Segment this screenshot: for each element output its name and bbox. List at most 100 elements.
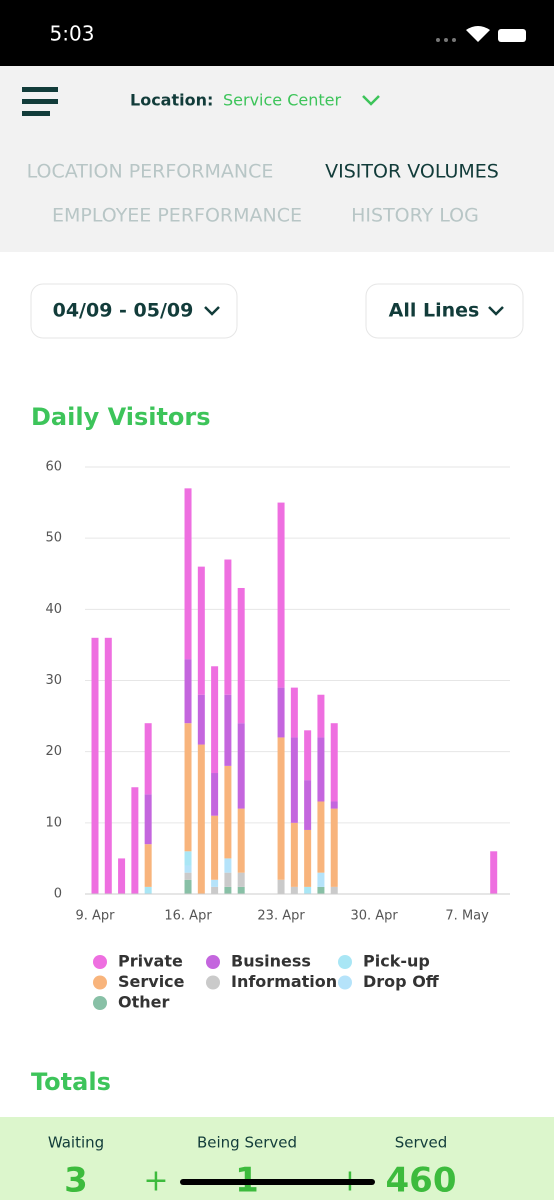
menu-button[interactable]	[22, 87, 58, 116]
bar-segment	[290, 822, 298, 887]
date-filter-text[interactable]: 04/09 - 05/09	[53, 300, 194, 322]
total-value: 3	[64, 1161, 88, 1201]
status-bar	[0, 0, 554, 66]
x-tick-label: 23. Apr	[257, 909, 305, 924]
bar-segment	[184, 488, 192, 660]
bar-segment	[330, 808, 338, 887]
location-value[interactable]: Service Center	[223, 91, 341, 110]
total-value: 460	[386, 1161, 457, 1201]
bar-segment	[144, 723, 152, 795]
tab[interactable]: LOCATION PERFORMANCE	[27, 161, 274, 183]
bar-segment	[304, 780, 312, 830]
bar-segment	[197, 694, 205, 745]
bar-segment	[330, 723, 338, 802]
bar-segment	[317, 886, 325, 894]
y-tick-label: 20	[45, 744, 62, 759]
tab[interactable]: HISTORY LOG	[351, 205, 479, 227]
bar-segment	[224, 694, 232, 766]
bar-segment	[317, 801, 325, 873]
date-filter[interactable]	[30, 283, 238, 339]
legend-swatch	[206, 975, 220, 990]
bar-segment	[304, 730, 312, 781]
legend-label: Drop Off	[363, 972, 440, 991]
totals-bar	[0, 1117, 554, 1200]
bar-segment	[118, 858, 126, 894]
bar-segment	[317, 694, 325, 738]
legend-swatch	[93, 975, 107, 990]
lines-filter-text[interactable]: All Lines	[389, 300, 480, 322]
x-tick-label: 7. May	[445, 909, 489, 924]
bar-segment	[197, 744, 205, 894]
total-label: Being Served	[197, 1134, 297, 1152]
bar-segment	[237, 886, 245, 894]
total-label: Waiting	[48, 1134, 104, 1152]
bar-segment	[184, 659, 192, 724]
bar-segment	[224, 886, 232, 894]
home-indicator	[180, 1179, 375, 1185]
bar-segment	[197, 566, 205, 695]
x-tick-label: 16. Apr	[164, 909, 212, 924]
clock: 5:03	[50, 22, 95, 46]
y-tick-label: 0	[54, 887, 62, 902]
bar-segment	[237, 723, 245, 809]
bar-segment	[104, 637, 112, 894]
legend-label: Service	[118, 972, 185, 991]
plus: +	[143, 1164, 168, 1199]
bar-segment	[224, 765, 232, 859]
y-tick-label: 50	[45, 531, 62, 546]
legend-label: Other	[118, 993, 169, 1012]
bar-segment	[144, 886, 152, 894]
bar-segment	[330, 801, 338, 809]
bar-segment	[144, 794, 152, 845]
x-tick-label: 30. Apr	[350, 909, 398, 924]
location-chevron[interactable]	[362, 95, 380, 106]
y-tick-label: 40	[45, 602, 62, 617]
chevron[interactable]	[488, 306, 504, 316]
bar-segment	[330, 886, 338, 894]
location-label: Location:	[130, 91, 213, 110]
bar-segment	[131, 787, 139, 894]
bar-segment	[224, 858, 232, 873]
chart-title: Daily Visitors	[31, 403, 211, 431]
bar-segment	[224, 559, 232, 695]
status-icons	[436, 26, 526, 42]
legend-swatch	[338, 955, 352, 969]
legend-swatch	[93, 996, 107, 1010]
tab[interactable]: EMPLOYEE PERFORMANCE	[52, 205, 302, 227]
legend-label: Pick-up	[363, 952, 430, 971]
legend-label: Private	[118, 952, 183, 971]
bar-segment	[237, 587, 245, 724]
bar-segment	[184, 723, 192, 852]
total-label: Served	[395, 1134, 448, 1152]
bar-segment	[237, 808, 245, 873]
bar-segment	[184, 851, 192, 866]
tab-active[interactable]: VISITOR VOLUMES	[325, 161, 499, 183]
legend-label: Information	[231, 972, 337, 991]
bar-segment	[211, 773, 219, 816]
chevron[interactable]	[204, 306, 220, 316]
legend-swatch	[93, 955, 107, 969]
bar-segment	[277, 737, 285, 880]
bar-segment	[224, 872, 232, 887]
bar-segment	[211, 879, 219, 887]
y-tick-label: 60	[45, 460, 62, 475]
bar-segment	[290, 737, 298, 823]
bar-segment	[211, 815, 219, 880]
y-tick-label: 30	[45, 673, 62, 688]
bar-segment	[277, 879, 285, 894]
bar-segment	[277, 687, 285, 738]
bar-segment	[211, 666, 219, 774]
bar-segment	[304, 829, 312, 887]
bar-segment	[184, 872, 192, 880]
bar-segment	[184, 879, 192, 894]
header	[0, 66, 554, 252]
bar-segment	[304, 886, 312, 894]
bar-segment	[211, 886, 219, 894]
bar-segment	[317, 872, 325, 887]
bar-segment	[290, 687, 298, 738]
lines-filter[interactable]	[365, 283, 524, 339]
bar-segment	[317, 737, 325, 802]
totals-title: Totals	[31, 1068, 111, 1096]
